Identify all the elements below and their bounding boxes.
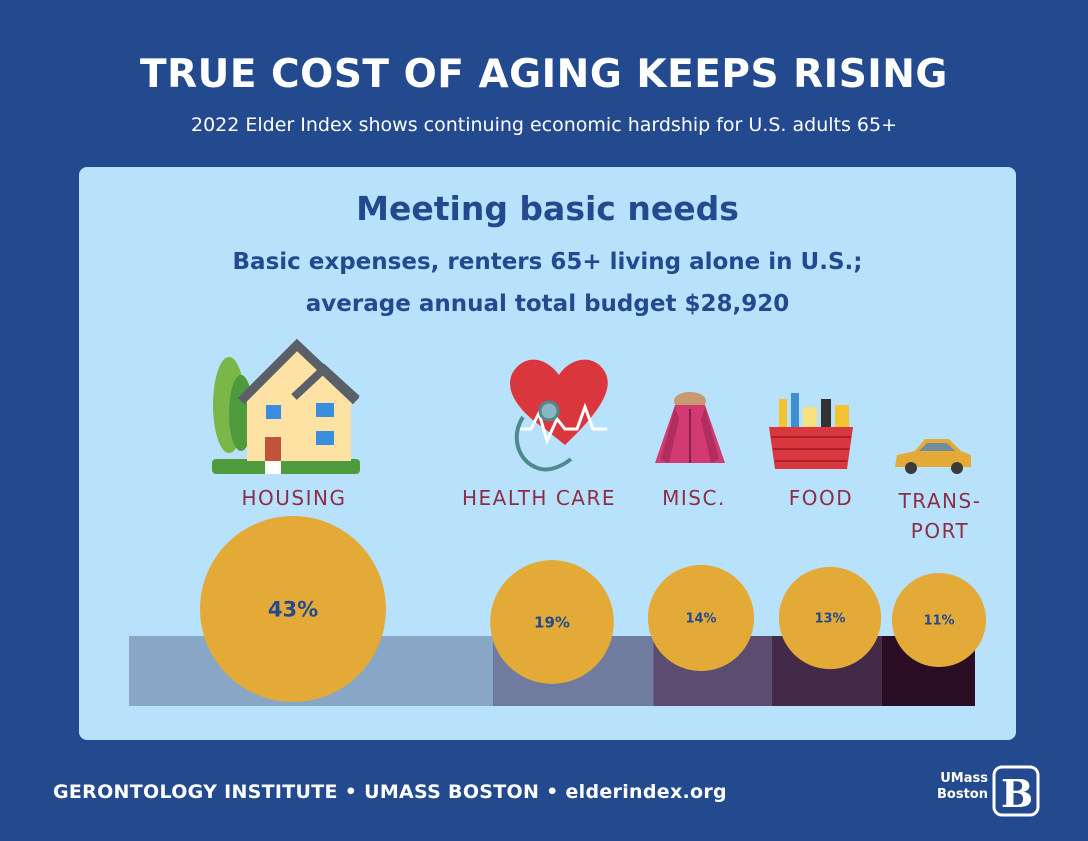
logo-mark-icon: B [992,765,1040,817]
budget-chart: 43% 19% 14% 13% 11% HOUSING HEALTH CARE MISC. FO… [129,338,987,706]
logo-line1: UMass [940,771,988,786]
bubble-housing [200,516,386,702]
grocery-basket-icon [769,393,853,469]
category-label-trans-port-line2: PORT [911,519,969,543]
category-label-food: FOOD [789,486,853,510]
heart-stethoscope-icon [510,359,608,472]
panel-subtitle: Basic expenses, renters 65+ living alone… [79,241,1016,325]
footer-text: GERONTOLOGY INSTITUTE • UMASS BOSTON • e… [53,781,727,803]
value-label-misc: 14% [685,612,716,627]
value-label-food: 13% [814,612,845,627]
logo-mark-letter: B [1001,771,1033,816]
page-subtitle: 2022 Elder Index shows continuing econom… [190,114,897,136]
page-title: TRUE COST OF AGING KEEPS RISING [140,52,948,97]
umass-boston-logo: UMass Boston B [928,765,1048,819]
winter-coat-icon [655,392,725,463]
panel-subtitle-line2: average annual total budget $28,920 [305,291,790,317]
logo-text: UMass Boston [928,771,988,803]
panel-title: Meeting basic needs [356,189,739,228]
bubble-trans-port [891,572,987,668]
category-label-misc: MISC. [662,486,726,510]
category-label-health-care: HEALTH CARE [462,486,616,510]
category-label-trans-port-line1: TRANS- [898,489,982,513]
category-label-housing: HOUSING [242,486,347,510]
bubble-food [778,566,882,670]
bubble-health-care [490,560,614,684]
panel-subtitle-line1: Basic expenses, renters 65+ living alone… [232,249,863,275]
value-label-health-care: 19% [534,613,570,631]
value-label-housing: 43% [268,597,318,621]
logo-line2: Boston [937,787,988,802]
car-icon [895,439,971,474]
house-icon [212,338,360,474]
value-label-trans-port: 11% [923,614,954,629]
bubble-misc [647,564,755,672]
chart-panel: Meeting basic needs Basic expenses, rent… [79,167,1016,740]
